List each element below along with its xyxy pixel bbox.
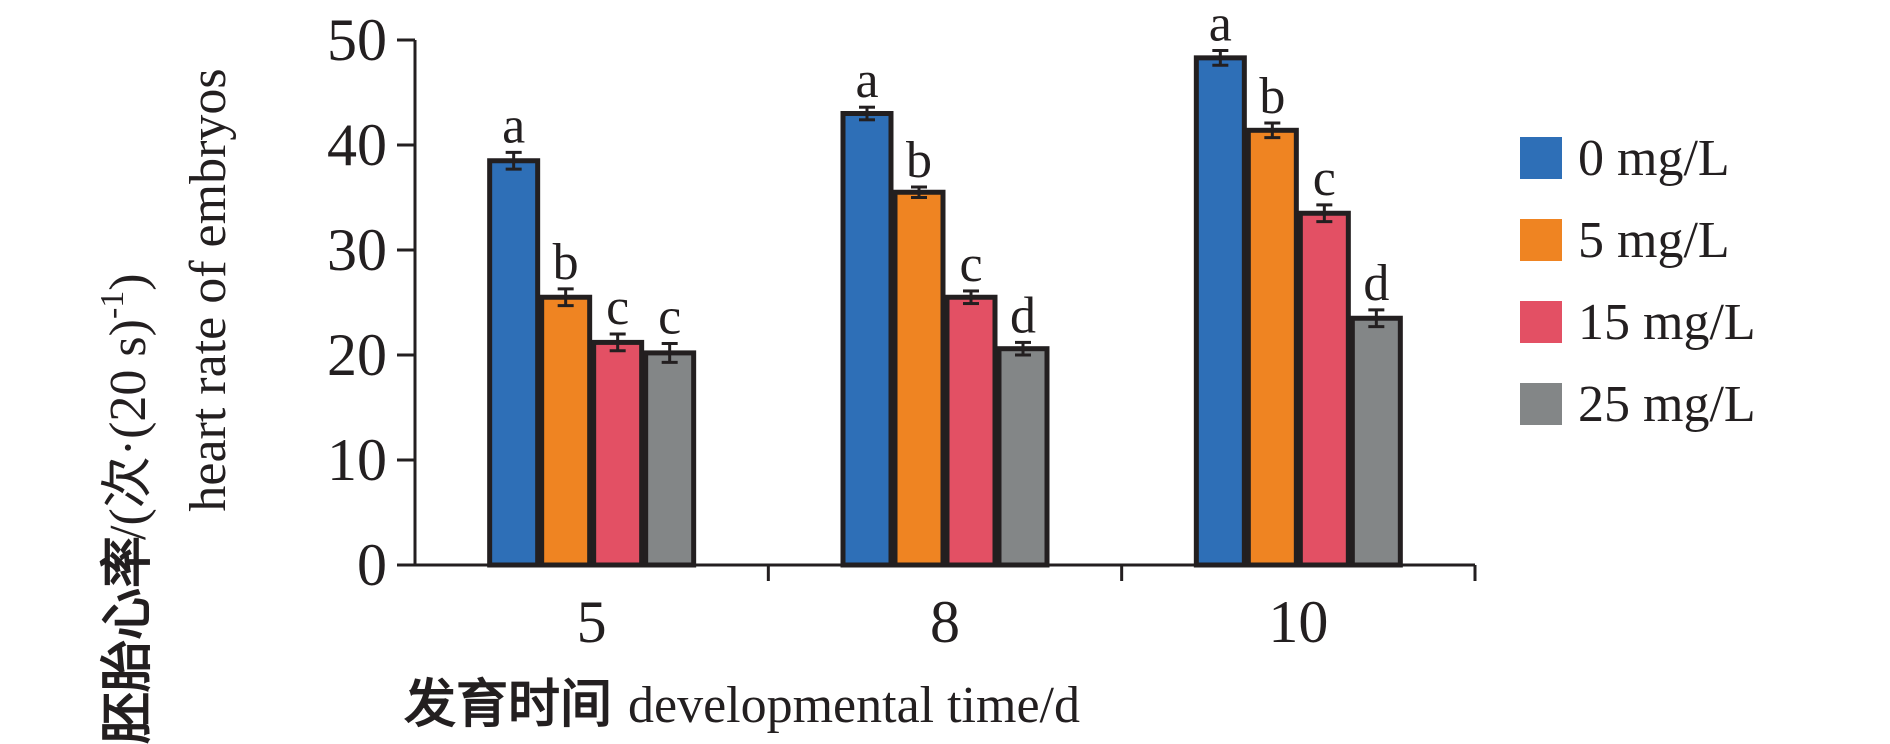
y-axis-title-cn: 胚胎心率 [98,536,158,744]
bar-5mgL-day-10 [1245,127,1299,568]
y-axis-unit-text: /(次·(20 s) [100,319,157,540]
legend-label: 25 mg/L [1578,376,1756,433]
bar-25mgL-day-8 [996,346,1050,568]
x-tick-label: 8 [930,589,960,655]
bar-0mgL-day-8 [840,111,894,568]
y-axis-title-unit: /(次·(20 s)-1) [94,273,157,540]
significance-letter: c [959,236,982,293]
legend-swatch [1520,219,1562,261]
legend-label: 5 mg/L [1578,212,1730,269]
x-tick-label: 5 [577,589,607,655]
y-tick-label: 50 [327,7,387,73]
significance-letter: b [906,132,932,189]
x-tick-label: 10 [1268,589,1328,655]
x-axis-title-cn: 发育时间 [404,675,612,735]
y-tick-label: 30 [327,217,387,283]
y-tick-label: 20 [327,322,387,388]
legend-label: 15 mg/L [1578,294,1756,351]
bar-0mgL-day-10 [1193,55,1247,568]
bar-5mgL-day-5 [539,294,593,568]
significance-letter: c [658,288,681,345]
legend-swatch [1520,383,1562,425]
bar-25mgL-day-5 [643,350,697,568]
bar-15mgL-day-10 [1297,210,1351,568]
legend-swatch [1520,137,1562,179]
significance-letter: c [1313,150,1336,207]
y-axis-unit-close: ) [100,273,157,290]
bar-0mgL-day-5 [487,158,541,568]
bar-15mgL-day-5 [591,339,645,568]
significance-letter: c [606,279,629,336]
y-tick-label: 40 [327,112,387,178]
legend-label: 0 mg/L [1578,130,1730,187]
legend-swatch [1520,301,1562,343]
y-tick-label: 0 [357,532,387,598]
bars-layer [487,49,1403,568]
y-axis-unit-sup: -1 [94,291,131,319]
bar-15mgL-day-8 [944,294,998,568]
y-axis-title-en: heart rate of embryos [180,68,237,511]
axes-layer [397,38,1477,581]
significance-letter: a [502,97,525,154]
y-tick-label: 10 [327,427,387,493]
significance-letter: a [1209,0,1232,53]
significance-letter: d [1363,255,1389,312]
bar-25mgL-day-10 [1349,315,1403,568]
significance-letter: a [855,52,878,109]
significance-letter: d [1010,287,1036,344]
legend: 0 mg/L 5 mg/L 15 mg/L 25 mg/L [1520,130,1756,433]
significance-letter: b [553,234,579,291]
x-axis-title-en: developmental time/d [628,677,1080,734]
significance-letter: b [1259,68,1285,125]
bar-5mgL-day-8 [892,189,946,568]
